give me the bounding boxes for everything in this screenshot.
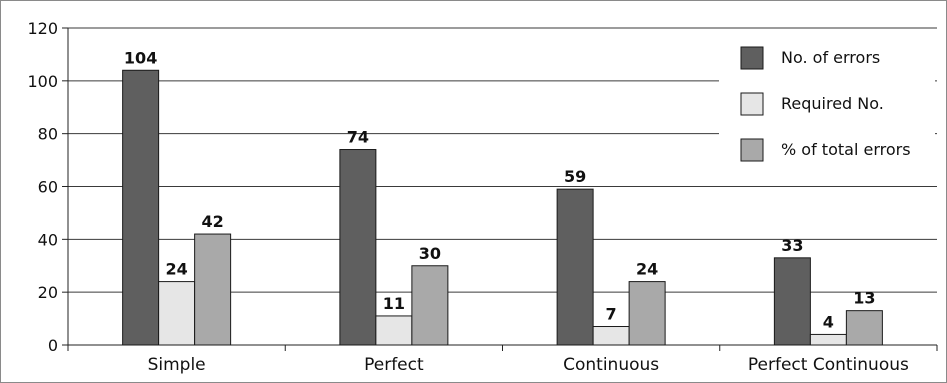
legend-swatch — [740, 138, 764, 162]
data-label: 4 — [823, 312, 834, 331]
bar — [592, 326, 630, 346]
data-label: 13 — [853, 289, 875, 308]
legend-label: Required No. — [781, 94, 884, 113]
bar — [845, 310, 883, 346]
x-tick-label: Simple — [148, 355, 206, 375]
x-tick-label: Continuous — [563, 355, 659, 375]
bar — [411, 265, 449, 346]
data-label: 7 — [606, 305, 617, 324]
data-label: 30 — [419, 244, 441, 263]
y-tick-label: 80 — [38, 125, 58, 144]
data-label: 33 — [781, 236, 803, 255]
legend-swatch — [740, 92, 764, 116]
data-label: 11 — [383, 294, 405, 313]
x-axis: Simple Perfect Continuous Perfect Continuou… — [67, 344, 938, 375]
x-tick-label: Perfect — [364, 355, 424, 375]
y-tick-label: 60 — [38, 178, 58, 197]
bar — [158, 281, 196, 346]
legend-label: No. of errors — [781, 48, 880, 67]
bar — [339, 149, 377, 346]
y-tick-label: 20 — [38, 283, 58, 302]
bar — [628, 281, 666, 346]
bars — [122, 69, 883, 346]
data-label: 74 — [347, 128, 369, 147]
data-label: 24 — [636, 260, 658, 279]
bar — [809, 333, 847, 346]
data-label: 59 — [564, 167, 586, 186]
legend-swatch — [740, 46, 764, 70]
y-axis: 0 20 40 60 80 100 120 — [27, 19, 69, 355]
bar — [375, 315, 413, 346]
y-tick-label: 0 — [48, 336, 58, 355]
data-label: 24 — [165, 260, 187, 279]
legend: No. of errors Required No. % of total erro… — [740, 46, 911, 162]
data-label: 42 — [201, 212, 223, 231]
bar — [122, 69, 160, 346]
bar — [556, 188, 594, 346]
y-tick-label: 100 — [27, 72, 58, 91]
data-label: 104 — [124, 48, 157, 67]
bar — [194, 233, 232, 346]
y-tick-label: 120 — [27, 19, 58, 38]
x-tick-label: Perfect Continuous — [748, 355, 909, 375]
data-labels: 104 24 42 74 11 30 59 7 24 33 4 13 — [124, 48, 876, 331]
legend-label: % of total errors — [781, 140, 911, 159]
y-tick-label: 40 — [38, 230, 58, 249]
bar — [773, 257, 811, 346]
